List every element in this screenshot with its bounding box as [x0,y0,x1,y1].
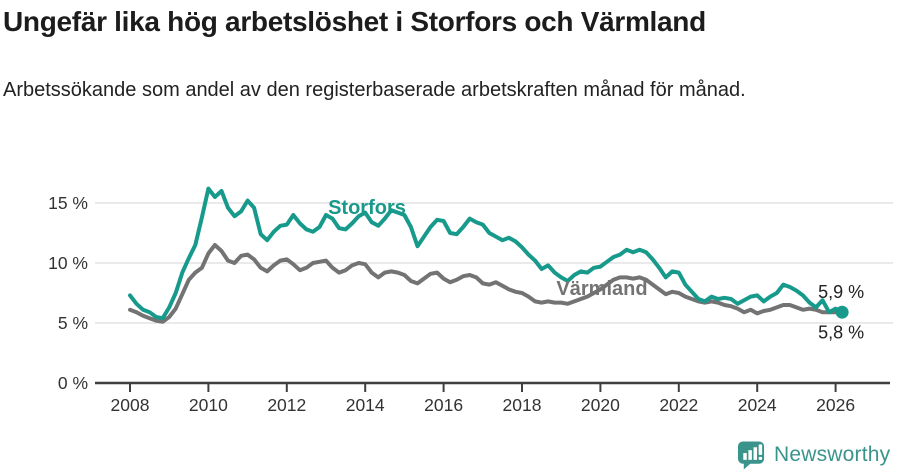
x-tick-label: 2012 [267,395,306,415]
x-tick-label: 2026 [816,395,855,415]
storfors-end-dot [835,305,849,319]
y-tick-label: 10 % [48,253,88,273]
chart-title: Ungefär lika hög arbetslöshet i Storfors… [3,6,706,37]
y-tick-label: 5 % [58,313,88,333]
x-tick-label: 2016 [424,395,463,415]
värmland-line [128,243,845,324]
storfors-series-label: Storfors [328,197,406,219]
y-tick-label: 15 % [48,193,88,213]
storfors-end-value-label: 5,9 % [818,282,864,302]
x-tick-label: 2008 [111,395,150,415]
x-tick-label: 2022 [659,395,698,415]
chart-subtitle: Arbetssökande som andel av den registerb… [3,79,746,101]
newsworthy-icon [737,441,765,470]
x-tick-label: 2020 [581,395,620,415]
värmland-series-label: Värmland [556,278,647,300]
värmland-end-value-label: 5,8 % [818,322,864,342]
x-tick-label: 2010 [189,395,228,415]
x-tick-label: 2024 [738,395,777,415]
storfors-line [128,186,845,321]
newsworthy-wordmark: Newsworthy [774,443,891,466]
newsworthy-logo[interactable]: Newsworthy [737,439,890,471]
x-tick-label: 2014 [346,395,385,415]
y-tick-label: 0 % [58,373,88,393]
x-tick-label: 2018 [503,395,542,415]
